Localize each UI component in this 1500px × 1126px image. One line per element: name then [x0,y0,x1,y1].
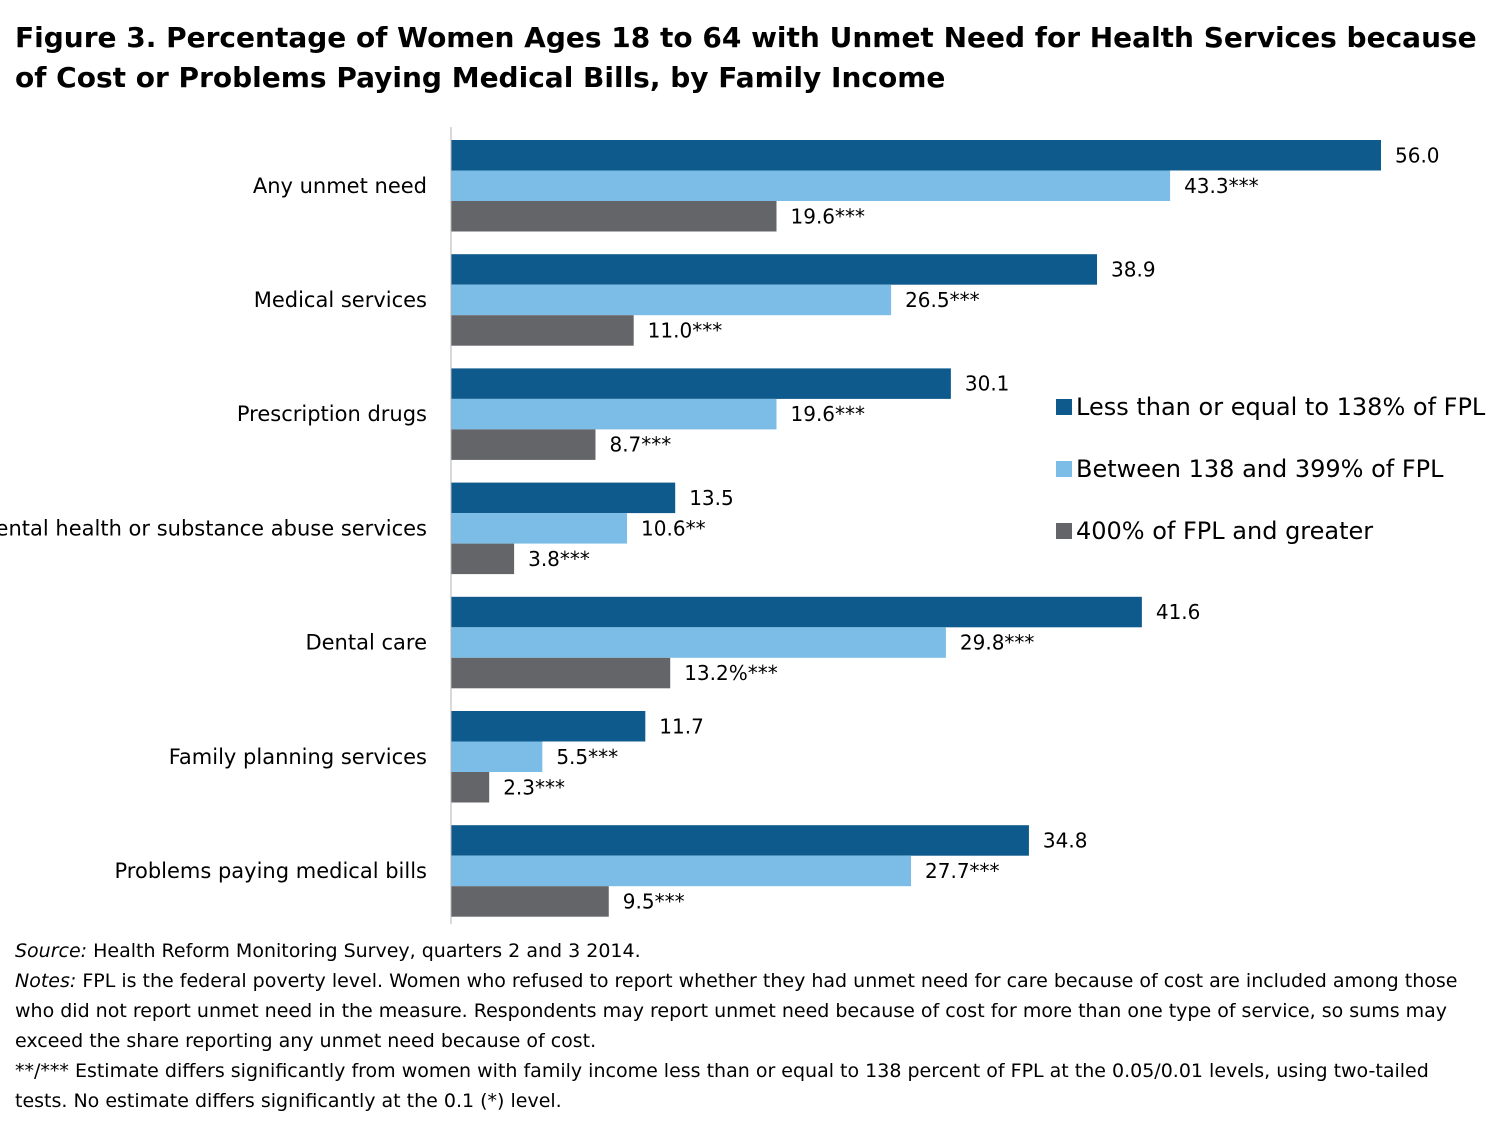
data-label-medical-services-series-2: 26.5*** [905,288,980,312]
legend-label-series-1: Less than or equal to 138% of FPL [1076,393,1486,421]
data-label-dental-care-series-2: 29.8*** [960,631,1035,655]
source-text: Health Reform Monitoring Survey, quarter… [87,940,641,962]
data-label-dental-care-series-1: 41.6 [1156,600,1201,624]
category-label-prescription-drugs: Prescription drugs [237,402,427,426]
notes-paragraph: Notes: FPL is the federal poverty level.… [15,966,1485,1056]
bar-medical-services-series-3 [451,315,634,346]
bar-family-planning-services-series-3 [451,772,490,803]
legend-swatch-series-2 [1056,461,1072,477]
data-label-any-unmet-need-series-1: 56.0 [1395,143,1440,167]
category-label-dental-care: Dental care [305,631,427,655]
bar-family-planning-services-series-2 [451,741,543,772]
bar-prescription-drugs-series-2 [451,398,777,430]
data-label-prescription-drugs-series-3: 8.7*** [609,433,671,457]
notes-label: Notes: [15,970,77,992]
data-label-family-planning-services-series-2: 5.5*** [556,745,618,769]
bar-mental-health-or-substance-abuse-services-series-1 [451,482,676,514]
bar-mental-health-or-substance-abuse-services-series-2 [451,513,628,544]
data-label-mental-health-or-substance-abuse-services-series-2: 10.6** [641,516,706,540]
data-label-family-planning-services-series-3: 2.3*** [503,775,565,799]
data-label-problems-paying-medical-bills-series-3: 9.5*** [623,889,685,913]
value-labels-layer: 56.0 43.3*** 19.6*** 38.9 26.5*** 11.0*** 30.1… [503,143,1439,913]
bar-problems-paying-medical-bills-series-1 [451,825,1029,856]
legend-label-series-2: Between 138 and 399% of FPL [1076,455,1444,483]
bar-prescription-drugs-series-1 [451,368,951,399]
chart-title: Figure 3. Percentage of Women Ages 18 to… [15,21,1477,94]
category-label-family-planning-services: Family planning services [169,745,427,769]
data-label-any-unmet-need-series-2: 43.3*** [1184,174,1259,198]
legend-swatch-series-3 [1056,523,1072,539]
category-label-medical-services: Medical services [254,288,427,312]
significance-note: **/*** Estimate differs significantly fr… [15,1060,1429,1112]
bar-problems-paying-medical-bills-series-3 [451,886,609,917]
bars-layer [451,140,1381,917]
data-label-mental-health-or-substance-abuse-services-series-3: 3.8*** [528,547,590,571]
data-label-prescription-drugs-series-2: 19.6*** [791,402,866,426]
legend-swatch-series-1 [1056,399,1072,415]
category-labels-layer: Any unmet need Medical services Prescripti… [0,174,427,883]
category-label-problems-paying-medical-bills: Problems paying medical bills [115,859,428,883]
bar-medical-services-series-1 [451,254,1098,285]
bar-any-unmet-need-series-1 [451,140,1381,171]
bar-family-planning-services-series-1 [451,711,646,742]
bar-any-unmet-need-series-3 [451,201,777,232]
bar-any-unmet-need-series-2 [451,170,1171,201]
category-label-any-unmet-need: Any unmet need [253,174,427,198]
data-label-medical-services-series-1: 38.9 [1111,257,1156,281]
data-label-prescription-drugs-series-1: 30.1 [965,372,1010,396]
category-label-mental-health-or-substance-abuse-services: Mental health or substance abuse service… [0,516,427,540]
bar-medical-services-series-2 [451,284,892,316]
source-label: Source: [15,940,88,962]
legend: Less than or equal to 138% of FPL Between… [1056,393,1486,545]
data-label-dental-care-series-3: 13.2%*** [684,661,778,685]
bar-prescription-drugs-series-3 [451,429,596,460]
source-note: Source: Health Reform Monitoring Survey,… [15,936,1485,966]
data-label-medical-services-series-3: 11.0*** [648,318,723,342]
bar-mental-health-or-substance-abuse-services-series-3 [451,543,515,575]
data-label-problems-paying-medical-bills-series-2: 27.7*** [925,859,1000,883]
bar-problems-paying-medical-bills-series-2 [451,855,912,887]
data-label-any-unmet-need-series-3: 19.6*** [791,204,866,228]
legend-label-series-3: 400% of FPL and greater [1076,517,1373,545]
data-label-mental-health-or-substance-abuse-services-series-1: 13.5 [689,486,734,510]
bar-dental-care-series-2 [451,627,946,658]
bar-chart: 56.0 43.3*** 19.6*** 38.9 26.5*** 11.0*** 30.1… [0,127,1486,924]
data-label-family-planning-services-series-1: 11.7 [659,714,704,738]
bar-dental-care-series-3 [451,657,671,689]
bar-dental-care-series-1 [451,596,1142,628]
notes-text: FPL is the federal poverty level. Women … [15,970,1458,1052]
notes-section: Source: Health Reform Monitoring Survey,… [15,936,1485,1116]
data-label-problems-paying-medical-bills-series-1: 34.8 [1043,828,1088,852]
